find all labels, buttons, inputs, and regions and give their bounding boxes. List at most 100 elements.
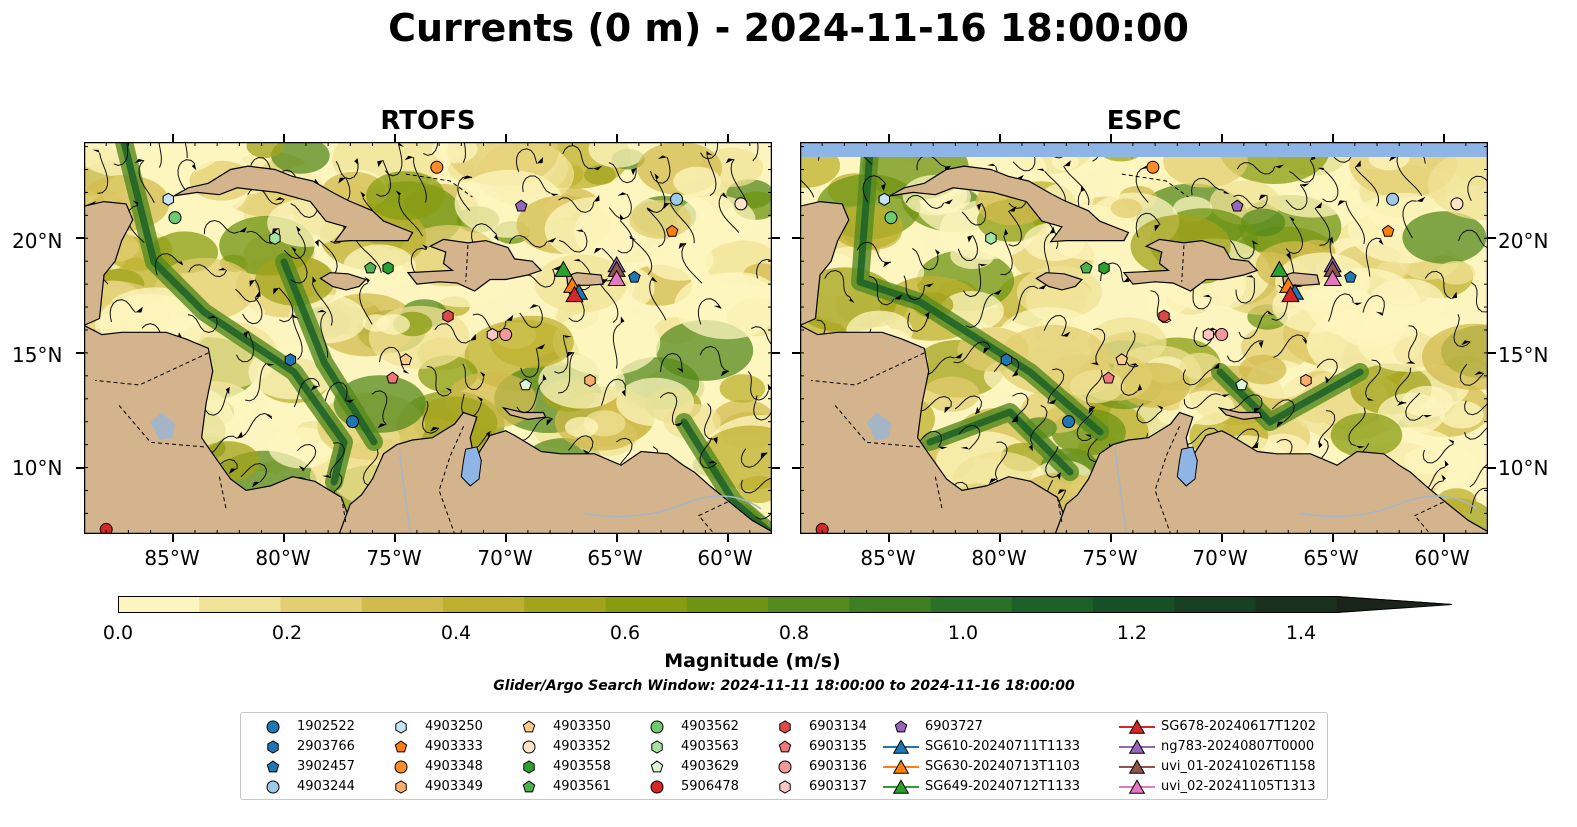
argo-float-6903136 xyxy=(1215,328,1229,342)
legend-label: 6903136 xyxy=(809,759,867,774)
axis-tick xyxy=(615,534,618,542)
argo-float-4903558 xyxy=(382,261,394,275)
axis-tick xyxy=(998,534,1001,542)
axis-tick xyxy=(1442,534,1445,542)
figure-title: Currents (0 m) - 2024-11-16 18:00:00 xyxy=(388,6,1189,50)
lon-label-70w-rtofs: 70°W xyxy=(477,546,533,570)
argo-float-4903562 xyxy=(168,211,182,225)
glider-uvi_02-20241105T1313 xyxy=(1323,269,1342,287)
lat-label-20n-left: 20°N xyxy=(12,229,63,253)
axis-tick xyxy=(1220,134,1223,142)
lon-label-85w-espc: 85°W xyxy=(860,546,916,570)
argo-float-2903766 xyxy=(284,353,297,367)
axis-tick xyxy=(393,134,396,142)
legend-label: 6903134 xyxy=(809,719,867,734)
lon-label-80w-rtofs: 80°W xyxy=(255,546,311,570)
axis-tick xyxy=(615,134,618,142)
legend-label: SG610-20240711T1133 xyxy=(925,739,1081,754)
lon-label-60w-rtofs: 60°W xyxy=(697,546,753,570)
legend-label: 2903766 xyxy=(297,739,355,754)
legend-marker-6903135 xyxy=(778,740,792,753)
legend-marker-4903562 xyxy=(650,720,664,734)
colorbar-segment xyxy=(686,596,769,613)
argo-float-6903134 xyxy=(1158,309,1170,323)
argo-float-6903727 xyxy=(1230,199,1244,212)
colorbar-segment xyxy=(118,596,200,613)
lon-label-85w-rtofs: 85°W xyxy=(144,546,200,570)
legend-label: 4903349 xyxy=(425,779,483,794)
argo-float-4903561 xyxy=(1080,261,1093,274)
lon-label-60w-espc: 60°W xyxy=(1414,546,1470,570)
argo-float-6903135 xyxy=(386,371,399,384)
legend-marker-ng783-20240807T0000 xyxy=(1128,739,1146,754)
colorbar-tick: 0.6 xyxy=(609,622,641,644)
axis-tick xyxy=(1220,534,1223,542)
lon-label-75w-espc: 75°W xyxy=(1082,546,1138,570)
axis-tick xyxy=(1488,466,1496,469)
colorbar-segment xyxy=(280,596,363,613)
axis-tick xyxy=(772,351,780,354)
panel-title-espc: ESPC xyxy=(1106,106,1182,136)
colorbar-tick: 0.8 xyxy=(778,622,810,644)
colorbar-extend-arrow xyxy=(1336,596,1452,613)
argo-float-4903629 xyxy=(519,378,532,391)
lat-label-20n-right: 20°N xyxy=(1498,229,1549,253)
argo-float-6903137 xyxy=(1202,328,1215,342)
argo-float-4903349 xyxy=(1300,373,1312,387)
lat-label-10n-right: 10°N xyxy=(1498,456,1549,480)
colorbar-segment xyxy=(768,596,850,613)
legend-marker-4903250 xyxy=(395,720,407,734)
axis-tick xyxy=(726,134,729,142)
legend-marker-6903134 xyxy=(779,720,791,734)
glider-SG649-20240712T1133 xyxy=(554,260,573,277)
colorbar-segment xyxy=(361,596,444,613)
legend-marker-6903727 xyxy=(894,720,908,733)
axis-tick xyxy=(171,134,174,142)
legend-marker-SG610-20240711T1133 xyxy=(892,739,910,754)
axis-tick xyxy=(1331,534,1334,542)
colorbar-tick: 1.2 xyxy=(1116,622,1148,644)
colorbar-tick: 0.0 xyxy=(102,622,134,644)
glider-SG678-20240617T1202 xyxy=(1281,285,1300,303)
argo-float-6903727 xyxy=(514,199,528,212)
legend-marker-SG678-20240617T1202 xyxy=(1128,719,1146,734)
argo-float-6903137 xyxy=(486,328,499,342)
legend-label: 6903727 xyxy=(925,719,983,734)
lat-label-15n-right: 15°N xyxy=(1498,343,1549,367)
colorbar-tick: 0.2 xyxy=(271,622,303,644)
map-rtofs xyxy=(84,142,772,534)
colorbar-segment xyxy=(443,596,525,613)
legend-label: 4903629 xyxy=(681,759,739,774)
legend: 1902522 2903766 3902457 4903244 4903250 49033… xyxy=(240,712,1328,800)
legend-label: SG678-20240617T1202 xyxy=(1161,719,1317,734)
argo-float-6903136 xyxy=(499,328,513,342)
argo-float-3902457 xyxy=(628,270,641,283)
legend-marker-1902522 xyxy=(266,720,280,734)
lon-label-65w-espc: 65°W xyxy=(1303,546,1359,570)
lat-label-10n-left: 10°N xyxy=(12,456,63,480)
axis-tick xyxy=(998,134,1001,142)
axis-tick xyxy=(76,351,84,354)
legend-marker-4903563 xyxy=(651,740,663,754)
colorbar-segment xyxy=(524,596,606,613)
argo-float-4903350 xyxy=(1115,353,1129,366)
axis-tick xyxy=(726,534,729,542)
argo-float-3902457 xyxy=(1344,270,1357,283)
argo-float-4903244 xyxy=(670,192,684,206)
axis-tick xyxy=(792,237,800,240)
axis-tick xyxy=(76,237,84,240)
argo-float-4903244 xyxy=(1386,192,1400,206)
legend-label: 4903562 xyxy=(681,719,739,734)
glider-SG649-20240712T1133 xyxy=(1270,260,1289,277)
axis-tick xyxy=(1442,134,1445,142)
lon-label-70w-espc: 70°W xyxy=(1192,546,1248,570)
argo-float-4903348 xyxy=(1146,160,1160,174)
legend-marker-6903136 xyxy=(778,760,792,774)
colorbar-segment xyxy=(1011,596,1094,613)
legend-label: 4903561 xyxy=(553,779,611,794)
axis-tick xyxy=(792,351,800,354)
axis-tick xyxy=(887,534,890,542)
legend-marker-uvi_02-20241105T1313 xyxy=(1128,779,1146,794)
legend-label: uvi_01-20241026T1158 xyxy=(1161,759,1316,774)
argo-float-5906478 xyxy=(815,522,829,534)
